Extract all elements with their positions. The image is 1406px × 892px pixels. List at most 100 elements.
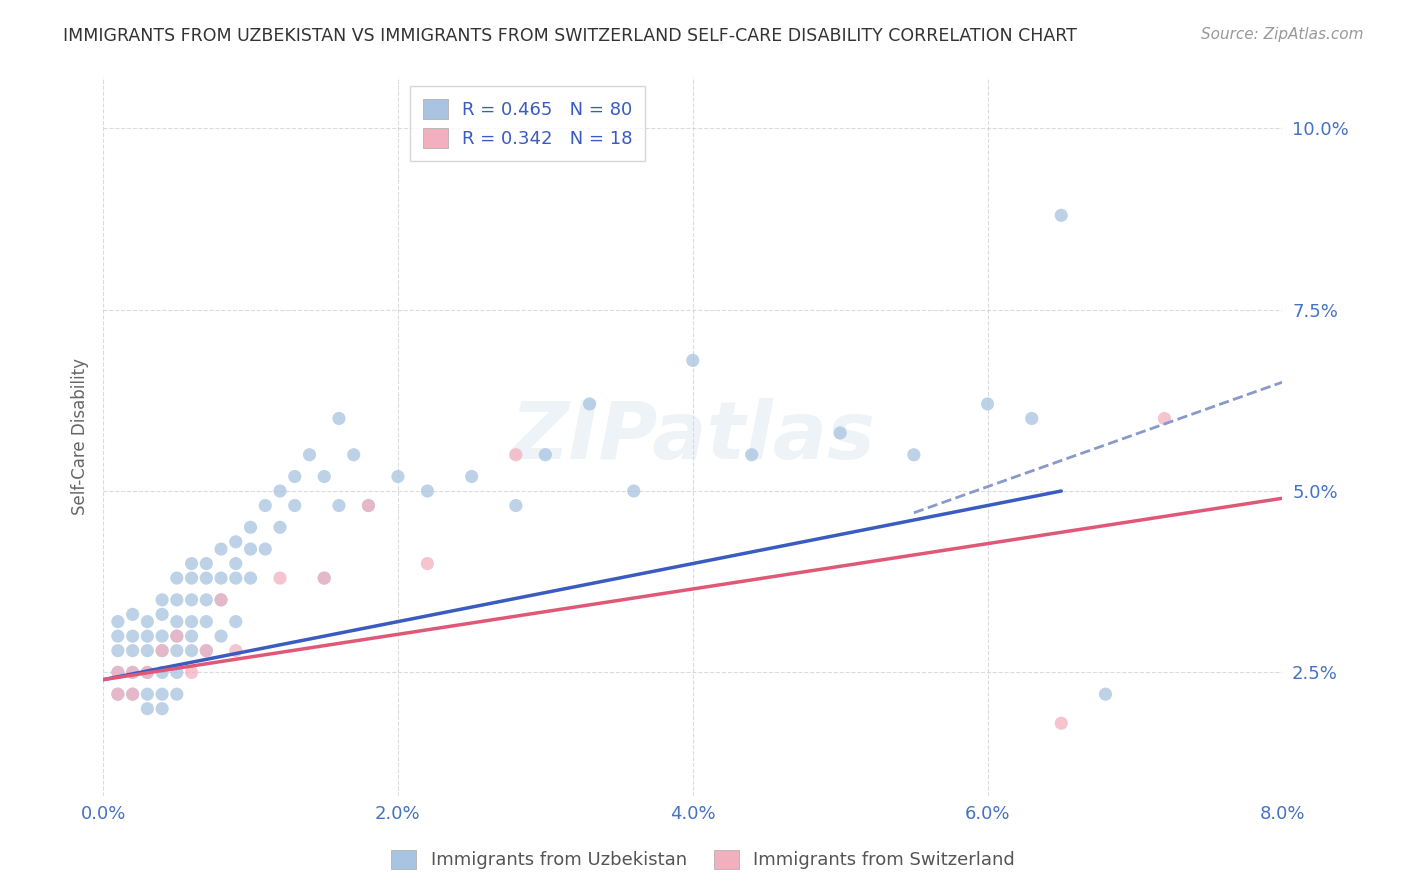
Point xyxy=(225,534,247,549)
Point xyxy=(195,592,218,607)
Point xyxy=(254,542,277,557)
Point xyxy=(166,592,188,607)
Point xyxy=(166,629,188,643)
Point xyxy=(166,643,188,657)
Point xyxy=(328,499,350,513)
Point xyxy=(209,542,232,557)
Point xyxy=(209,592,232,607)
Point xyxy=(1050,716,1073,731)
Point xyxy=(239,571,262,585)
Point xyxy=(195,643,218,657)
Point xyxy=(150,665,173,680)
Point xyxy=(209,571,232,585)
Point xyxy=(269,571,291,585)
Point xyxy=(107,629,129,643)
Point xyxy=(298,448,321,462)
Point xyxy=(166,629,188,643)
Point xyxy=(136,665,159,680)
Point xyxy=(269,520,291,534)
Point xyxy=(225,571,247,585)
Point xyxy=(254,499,277,513)
Point xyxy=(180,571,202,585)
Point xyxy=(534,448,557,462)
Point xyxy=(239,520,262,534)
Point xyxy=(209,629,232,643)
Y-axis label: Self-Care Disability: Self-Care Disability xyxy=(72,358,89,515)
Point xyxy=(180,643,202,657)
Point xyxy=(150,629,173,643)
Point xyxy=(150,701,173,715)
Point xyxy=(284,499,307,513)
Point xyxy=(136,687,159,701)
Legend: Immigrants from Uzbekistan, Immigrants from Switzerland: Immigrants from Uzbekistan, Immigrants f… xyxy=(382,840,1024,879)
Point xyxy=(416,483,439,498)
Point xyxy=(107,615,129,629)
Point xyxy=(225,557,247,571)
Point xyxy=(357,499,380,513)
Point xyxy=(1153,411,1175,425)
Point xyxy=(209,592,232,607)
Point xyxy=(180,592,202,607)
Point xyxy=(387,469,409,483)
Point xyxy=(195,615,218,629)
Legend: R = 0.465   N = 80, R = 0.342   N = 18: R = 0.465 N = 80, R = 0.342 N = 18 xyxy=(411,87,645,161)
Text: IMMIGRANTS FROM UZBEKISTAN VS IMMIGRANTS FROM SWITZERLAND SELF-CARE DISABILITY C: IMMIGRANTS FROM UZBEKISTAN VS IMMIGRANTS… xyxy=(63,27,1077,45)
Point xyxy=(150,592,173,607)
Point xyxy=(239,542,262,557)
Point xyxy=(328,411,350,425)
Point xyxy=(150,607,173,622)
Point xyxy=(121,607,143,622)
Point xyxy=(284,469,307,483)
Point xyxy=(121,687,143,701)
Point xyxy=(136,615,159,629)
Point xyxy=(136,643,159,657)
Point xyxy=(180,629,202,643)
Point xyxy=(578,397,600,411)
Point xyxy=(166,571,188,585)
Point xyxy=(195,557,218,571)
Point xyxy=(623,483,645,498)
Point xyxy=(460,469,482,483)
Point xyxy=(343,448,366,462)
Point xyxy=(741,448,763,462)
Point xyxy=(136,701,159,715)
Point xyxy=(121,643,143,657)
Text: Source: ZipAtlas.com: Source: ZipAtlas.com xyxy=(1201,27,1364,42)
Point xyxy=(505,448,527,462)
Point xyxy=(136,629,159,643)
Point xyxy=(1050,208,1073,222)
Point xyxy=(416,557,439,571)
Text: ZIPatlas: ZIPatlas xyxy=(510,398,876,475)
Point xyxy=(166,615,188,629)
Point xyxy=(121,665,143,680)
Point xyxy=(682,353,704,368)
Point xyxy=(180,615,202,629)
Point xyxy=(107,687,129,701)
Point xyxy=(903,448,925,462)
Point xyxy=(314,571,336,585)
Point xyxy=(166,665,188,680)
Point xyxy=(150,643,173,657)
Point xyxy=(107,687,129,701)
Point xyxy=(269,483,291,498)
Point xyxy=(121,629,143,643)
Point xyxy=(357,499,380,513)
Point xyxy=(121,687,143,701)
Point xyxy=(166,687,188,701)
Point xyxy=(195,571,218,585)
Point xyxy=(830,425,852,440)
Point xyxy=(976,397,998,411)
Point xyxy=(107,665,129,680)
Point xyxy=(107,665,129,680)
Point xyxy=(180,665,202,680)
Point xyxy=(195,643,218,657)
Point xyxy=(136,665,159,680)
Point xyxy=(150,687,173,701)
Point xyxy=(150,643,173,657)
Point xyxy=(180,557,202,571)
Point xyxy=(107,643,129,657)
Point xyxy=(225,643,247,657)
Point xyxy=(314,469,336,483)
Point xyxy=(505,499,527,513)
Point xyxy=(225,615,247,629)
